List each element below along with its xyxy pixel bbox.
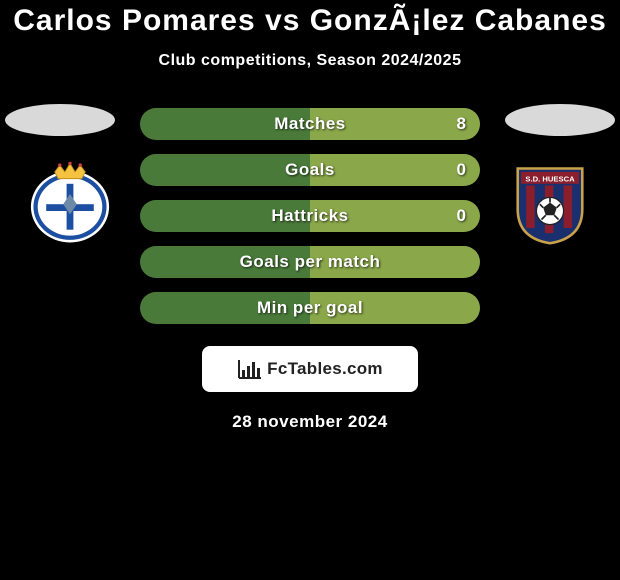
stat-bar-value-right: 0: [457, 206, 466, 226]
fctables-logo-card: FcTables.com: [202, 346, 418, 392]
stat-bar: Goals per match: [140, 246, 480, 278]
date-text: 28 november 2024: [0, 412, 620, 432]
fctables-logo-text: FcTables.com: [267, 359, 383, 379]
stat-bar: Goals 0: [140, 154, 480, 186]
stat-bar-label: Hattricks: [271, 206, 348, 226]
comparison-content: S.D. HUESCA Matches8Goals0Hattricks0Goal…: [0, 108, 620, 432]
club-badge-left: [20, 160, 120, 245]
stat-bar-label: Matches: [274, 114, 346, 134]
player-right-avatar-placeholder: [505, 104, 615, 136]
bar-chart-icon: [237, 358, 263, 380]
svg-text:S.D. HUESCA: S.D. HUESCA: [525, 174, 575, 183]
stat-bar-value-right: 0: [457, 160, 466, 180]
stat-bar-value-right: 8: [457, 114, 466, 134]
stat-bar-label: Goals per match: [240, 252, 381, 272]
stat-bar-label: Min per goal: [257, 298, 363, 318]
club-badge-right: S.D. HUESCA: [500, 160, 600, 245]
page-title: Carlos Pomares vs GonzÃ¡lez Cabanes: [0, 0, 620, 38]
stat-bar-label: Goals: [285, 160, 335, 180]
stat-bar: Hattricks 0: [140, 200, 480, 232]
stat-bars: Matches 8 Goals 0 Hattricks 0 Goals per match M…: [140, 108, 480, 324]
stat-bar: Matches 8: [140, 108, 480, 140]
subtitle: Club competitions, Season 2024/2025: [0, 52, 620, 70]
player-left-avatar-placeholder: [5, 104, 115, 136]
stat-bar: Min per goal: [140, 292, 480, 324]
